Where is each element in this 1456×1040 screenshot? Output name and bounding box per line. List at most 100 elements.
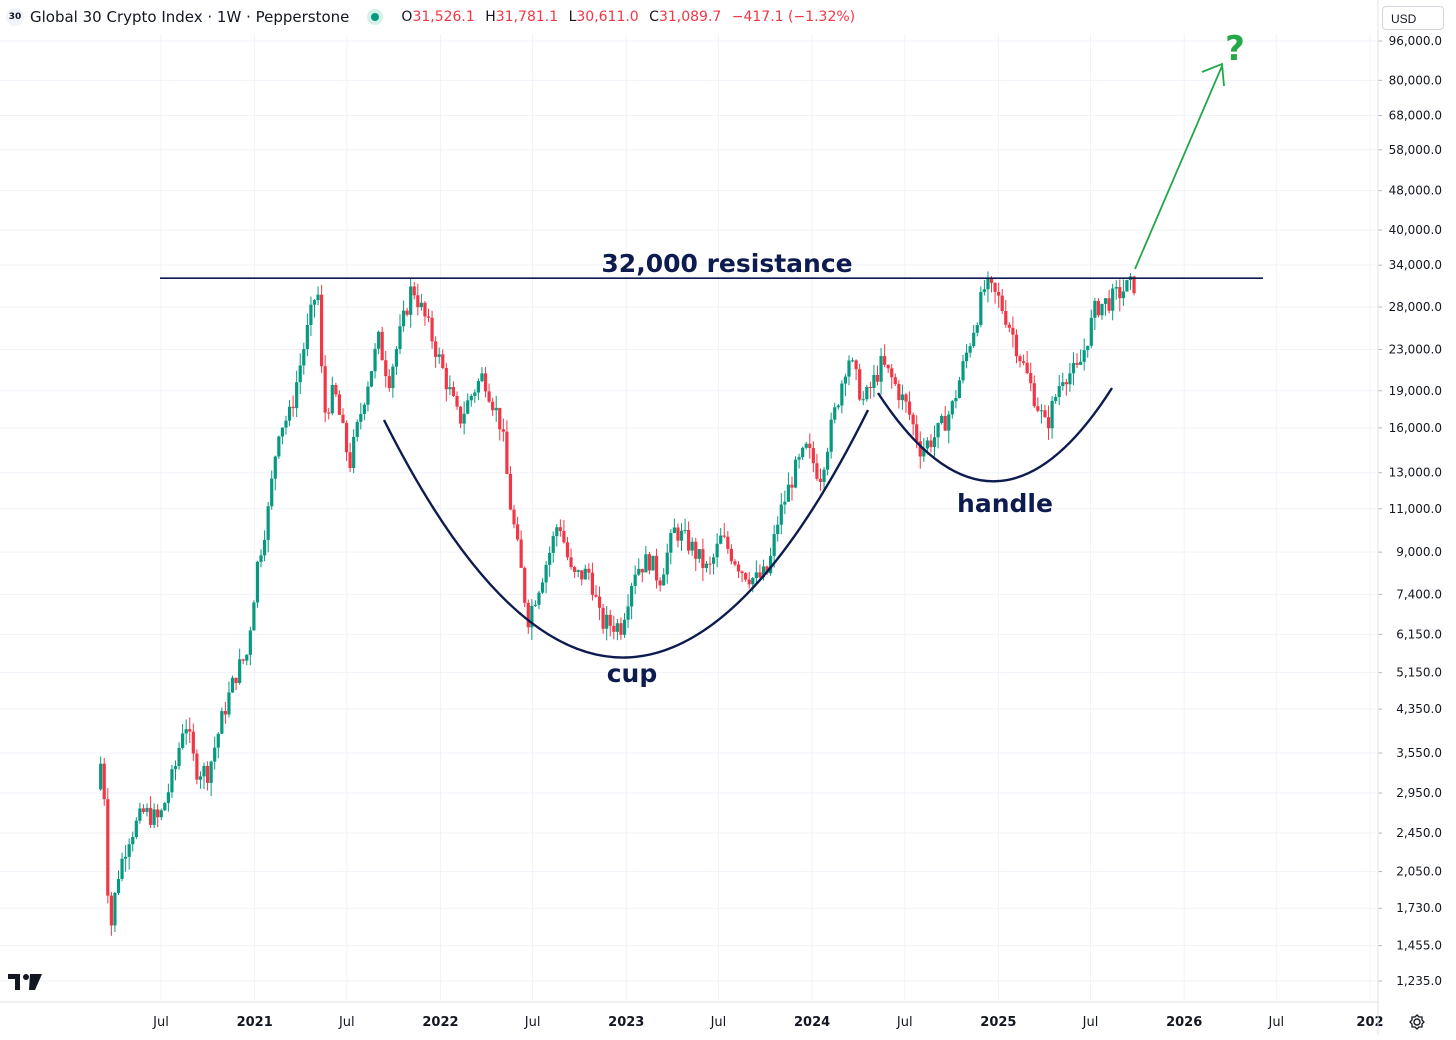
candle-body [334,385,338,395]
candle-body [341,414,345,423]
y-tick-label: 40,000.0 [1389,223,1442,237]
change-value: −417.1 (−1.32%) [731,9,856,25]
candle-down [736,560,741,578]
candle-down [1064,378,1068,396]
candle-up [177,742,181,770]
candle-down [893,373,897,387]
candle-body [99,763,103,790]
candle-body [679,530,684,541]
candle-up [986,271,990,303]
candle-body [879,356,883,382]
candle-down [291,395,295,417]
candle-down [323,355,327,423]
candle-body [940,416,944,424]
y-tick-label: 34,000.0 [1389,258,1442,272]
candle-body [423,302,427,317]
candle-body [348,452,352,469]
candle-up [690,537,694,556]
candle-up [932,425,937,457]
candle-body [651,555,655,571]
candle-body [526,602,530,628]
candle-up [266,501,270,553]
candle-up [116,870,121,896]
candle-up [163,801,167,811]
candle-up [936,422,940,449]
candle-up [377,330,381,355]
high-label: H [485,9,496,25]
candle-down [1075,353,1079,368]
candle-up [683,518,687,534]
candle-body [993,282,997,292]
candle-up [480,367,484,383]
tradingview-logo-icon[interactable] [8,970,44,992]
candle-down [405,307,409,317]
candle-body [890,368,894,378]
candle-body [441,354,445,369]
candle-body [473,392,477,396]
candle-body [352,436,356,469]
candle-down [1043,404,1047,418]
candle-body [1068,373,1072,385]
symbol-badge[interactable]: 30 [6,8,24,26]
candle-body [412,286,416,296]
candle-body [697,549,701,559]
candle-body [1125,280,1129,292]
candle-up [145,803,149,817]
candle-body [1032,383,1036,407]
candle-down [911,412,915,436]
candle-body [900,394,905,401]
candle-body [833,407,837,420]
x-tick-label: Jul [152,1015,169,1030]
candle-body [615,623,619,632]
candle-body [141,808,146,812]
candle-up [719,527,723,545]
candle-up [238,648,242,685]
candle-down [993,282,997,304]
candle-body [690,541,694,551]
candle-body [530,605,534,628]
candle-body [608,614,612,626]
candle-body [444,368,448,390]
candle-down [384,350,388,388]
candle-body [818,478,823,482]
candle-body [391,366,395,389]
candle-up [245,654,249,666]
open-label: O [401,9,413,25]
candle-down [491,397,495,416]
candle-down [818,468,823,491]
candle-body [191,731,195,754]
settings-icon[interactable] [1408,1013,1426,1031]
symbol-title[interactable]: Global 30 Crypto Index · 1W · Pepperston… [30,8,350,26]
candle-body [491,401,495,411]
candle-down [587,563,591,580]
candle-down [380,326,384,361]
candle-up [1079,349,1083,366]
candle-body [181,733,185,748]
candle-body [765,566,769,574]
candle-down [412,281,416,300]
candle-body [964,352,969,362]
cup-label: cup [607,659,658,688]
candle-up [644,545,648,573]
candle-up [373,342,377,379]
candle-body [523,567,527,603]
candle-down [441,349,445,370]
candle-body [943,416,947,431]
candle-body [305,324,309,350]
candle-body [654,555,659,581]
candle-body [580,570,584,580]
candle-body [109,895,113,926]
candle-body [826,451,830,470]
candle-down [515,516,520,542]
candle-body [184,729,188,734]
candle-down [815,453,819,481]
x-tick-label: 202 [1356,1015,1383,1030]
candle-body [733,561,737,565]
currency-selector[interactable]: USD [1382,6,1444,30]
candle-body [1014,334,1019,357]
candle-body [252,602,256,631]
candle-body [227,692,231,715]
candle-up [665,543,669,584]
